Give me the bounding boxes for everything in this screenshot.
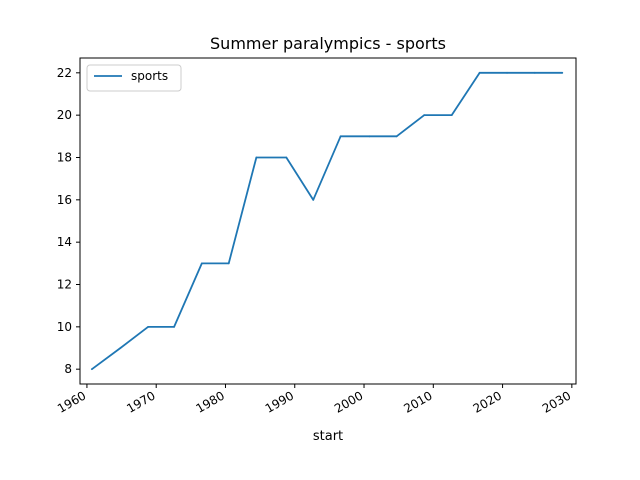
chart-title: Summer paralympics - sports <box>210 34 446 53</box>
data-point <box>312 198 315 201</box>
y-tick-label: 16 <box>57 193 72 207</box>
data-point <box>119 347 122 349</box>
data-point <box>285 156 288 159</box>
data-point <box>368 135 371 138</box>
x-tick-label: 2000 <box>332 388 365 415</box>
y-tick-label: 20 <box>57 108 72 122</box>
data-point <box>90 368 93 371</box>
data-point <box>423 114 426 117</box>
x-tick-label: 2020 <box>471 388 504 415</box>
plot-area <box>80 58 576 384</box>
x-tick-label: 1960 <box>55 388 88 415</box>
data-point <box>147 325 150 328</box>
data-point <box>478 71 481 74</box>
x-axis-label: start <box>313 429 343 444</box>
plot-frame <box>79 57 577 385</box>
data-point <box>561 71 564 74</box>
x-tick-label: 1990 <box>263 388 296 415</box>
data-point <box>450 114 453 117</box>
data-point <box>506 71 508 74</box>
data-point <box>200 262 203 265</box>
y-tick-label: 18 <box>57 150 72 164</box>
legend-label-sports: sports <box>131 69 168 83</box>
x-tick-label: 1970 <box>124 388 157 415</box>
y-tick-label: 8 <box>64 362 72 376</box>
y-tick-label: 10 <box>57 320 72 334</box>
legend-box <box>86 64 182 92</box>
x-tick-label: 2030 <box>540 388 573 415</box>
data-point <box>255 156 258 159</box>
data-point <box>339 135 342 138</box>
series-points <box>90 71 564 371</box>
x-tick-label: 1980 <box>194 388 227 415</box>
series-line-sports <box>91 71 563 370</box>
data-point <box>227 262 230 265</box>
y-tick-label: 22 <box>57 66 72 80</box>
x-tick-label: 2010 <box>401 388 434 415</box>
data-point <box>395 135 398 138</box>
y-tick-label: 12 <box>57 278 72 292</box>
data-point <box>173 325 175 328</box>
legend: sports <box>86 64 182 92</box>
y-tick-label: 14 <box>57 235 72 249</box>
data-point <box>533 71 536 74</box>
